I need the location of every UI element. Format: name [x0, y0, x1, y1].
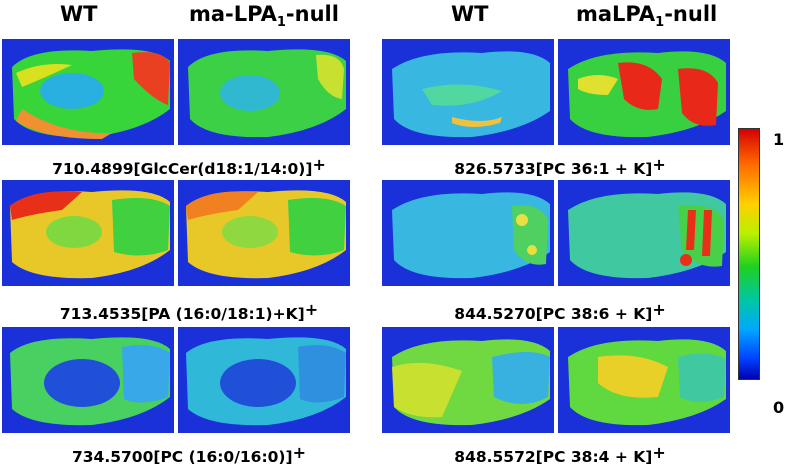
colorbar-min-label: 0	[773, 398, 785, 417]
header-right-wt: WT	[451, 2, 489, 26]
image-710-null	[178, 39, 350, 145]
colorbar	[738, 128, 760, 380]
caption-848: 848.5572[PC 38:4 + K]+	[454, 443, 666, 467]
image-734-wt	[2, 327, 174, 433]
colorbar-max-label: 1	[773, 130, 785, 149]
caption-844: 844.5270[PC 38:6 + K]+	[454, 300, 666, 324]
image-848-null	[558, 327, 730, 433]
caption-713: 713.4535[PA (16:0/18:1)+K]+	[59, 300, 319, 324]
image-826-wt	[382, 39, 554, 145]
caption-826: 826.5733[PC 36:1 + K]+	[454, 155, 666, 179]
image-844-wt	[382, 180, 554, 286]
image-848-wt	[382, 327, 554, 433]
image-713-null	[178, 180, 350, 286]
header-left-null: ma-LPA1-null	[189, 2, 339, 31]
header-left-wt: WT	[60, 2, 98, 26]
image-844-null	[558, 180, 730, 286]
header-right-null: maLPA1-null	[576, 2, 718, 31]
caption-710: 710.4899[GlcCer(d18:1/14:0)]+	[52, 155, 326, 179]
image-826-null	[558, 39, 730, 145]
image-734-null	[178, 327, 350, 433]
image-713-wt	[2, 180, 174, 286]
caption-734: 734.5700[PC (16:0/16:0)]+	[71, 443, 307, 467]
image-710-wt	[2, 39, 174, 145]
